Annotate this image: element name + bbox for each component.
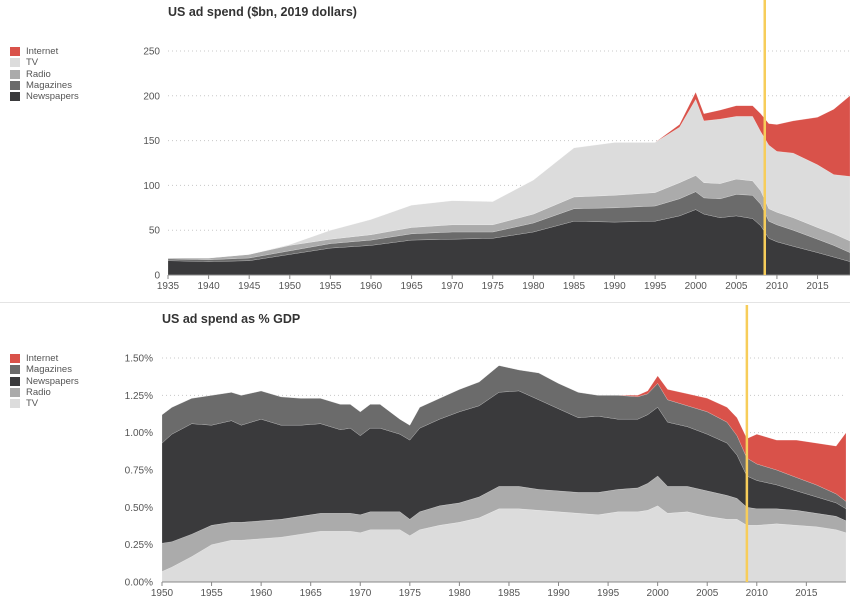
x-tick-label: 2010: [766, 281, 789, 292]
legend-swatch: [10, 365, 20, 375]
chart-plot: 0 50 100 150 200 250 1935 1940 1945 1950 1955 1960 1…: [143, 0, 850, 292]
x-tick-label: 1955: [200, 588, 223, 599]
legend-swatch: [10, 376, 20, 386]
x-tick-label: 2005: [725, 281, 748, 292]
legend-swatch: [10, 69, 20, 79]
legend-label: Newspapers: [26, 375, 79, 387]
legend-label: Radio: [26, 387, 51, 399]
legend-swatch: [10, 81, 20, 91]
legend-item-magazines: Magazines: [10, 80, 79, 91]
x-tick-label: 2010: [746, 588, 769, 599]
y-tick-label: 0: [154, 271, 160, 282]
x-tick-label: 2000: [647, 588, 670, 599]
legend-item-newspapers: Newspapers: [10, 91, 79, 102]
x-tick-label: 1965: [300, 588, 323, 599]
x-tick-label: 1970: [349, 588, 372, 599]
legend-label: Internet: [26, 46, 59, 58]
y-tick-label: 0.00%: [125, 578, 153, 589]
y-tick-label: 100: [143, 181, 160, 192]
legend-item-tv: TV: [10, 398, 79, 409]
legend-item-tv: TV: [10, 57, 79, 68]
x-tick-label: 1945: [238, 281, 261, 292]
x-tick-label: 1995: [644, 281, 667, 292]
x-tick-label: 2015: [806, 281, 829, 292]
x-tick-label: 1965: [400, 281, 423, 292]
chart-title: US ad spend ($bn, 2019 dollars): [168, 5, 357, 19]
x-tick-label: 1950: [279, 281, 302, 292]
y-tick-label: 50: [149, 226, 161, 237]
x-tick-label: 1990: [547, 588, 570, 599]
y-tick-label: 0.50%: [125, 503, 153, 514]
legend-item-radio: Radio: [10, 387, 79, 398]
x-tick-label: 1990: [603, 281, 626, 292]
x-tick-label: 2005: [696, 588, 719, 599]
y-tick-label: 1.25%: [125, 391, 153, 402]
chart-ad-spend-gdp: US ad spend as % GDP Internet Magazines Ne…: [0, 305, 850, 604]
divider: [0, 302, 850, 303]
area-magazines: [161, 365, 847, 510]
chart-plot: 0.00% 0.25% 0.50% 0.75% 1.00% 1.25% 1.50% 1950 1…: [125, 305, 847, 599]
x-tick-label: 1995: [597, 588, 620, 599]
legend-swatch: [10, 58, 20, 68]
y-tick-label: 150: [143, 136, 160, 147]
legend-label: Magazines: [26, 364, 72, 376]
legend-label: Radio: [26, 68, 51, 80]
legend-item-internet: Internet: [10, 353, 79, 364]
legend-swatch: [10, 354, 20, 364]
x-tick-label: 1950: [151, 588, 174, 599]
legend-item-internet: Internet: [10, 46, 79, 57]
legend-item-newspapers: Newspapers: [10, 376, 79, 387]
x-tick-label: 1955: [319, 281, 342, 292]
x-tick-label: 2015: [795, 588, 818, 599]
legend-label: TV: [26, 57, 39, 69]
area-internet: [161, 365, 847, 502]
y-tick-label: 250: [143, 47, 160, 58]
chart-legend: Internet TV Radio Magazines Newspapers: [10, 46, 79, 102]
x-tick-label: 1960: [360, 281, 383, 292]
y-tick-label: 0.25%: [125, 540, 153, 551]
x-tick-label: 1985: [563, 281, 586, 292]
x-tick-label: 1960: [250, 588, 273, 599]
legend-label: TV: [26, 398, 39, 410]
x-tick-label: 2000: [685, 281, 708, 292]
chart-legend: Internet Magazines Newspapers Radio TV: [10, 353, 79, 409]
chart-title: US ad spend as % GDP: [162, 312, 301, 326]
y-tick-label: 1.50%: [125, 354, 153, 365]
x-tick-label: 1935: [157, 281, 180, 292]
x-tick-label: 1980: [522, 281, 545, 292]
x-tick-label: 1985: [498, 588, 521, 599]
legend-item-magazines: Magazines: [10, 364, 79, 375]
y-tick-label: 1.00%: [125, 428, 153, 439]
legend-swatch: [10, 47, 20, 57]
legend-label: Internet: [26, 353, 59, 365]
x-tick-label: 1940: [197, 281, 220, 292]
legend-swatch: [10, 388, 20, 398]
area-tv: [168, 98, 850, 259]
legend-label: Magazines: [26, 80, 72, 92]
legend-swatch: [10, 92, 20, 102]
x-tick-label: 1975: [482, 281, 505, 292]
y-tick-label: 200: [143, 91, 160, 102]
y-tick-label: 0.75%: [125, 466, 153, 477]
x-tick-label: 1980: [448, 588, 471, 599]
chart-ad-spend-dollars: US ad spend ($bn, 2019 dollars) Internet…: [0, 0, 850, 300]
x-tick-label: 1975: [399, 588, 422, 599]
area-internet: [168, 91, 850, 259]
legend-item-radio: Radio: [10, 69, 79, 80]
legend-label: Newspapers: [26, 91, 79, 103]
legend-swatch: [10, 399, 20, 409]
x-tick-label: 1970: [441, 281, 464, 292]
